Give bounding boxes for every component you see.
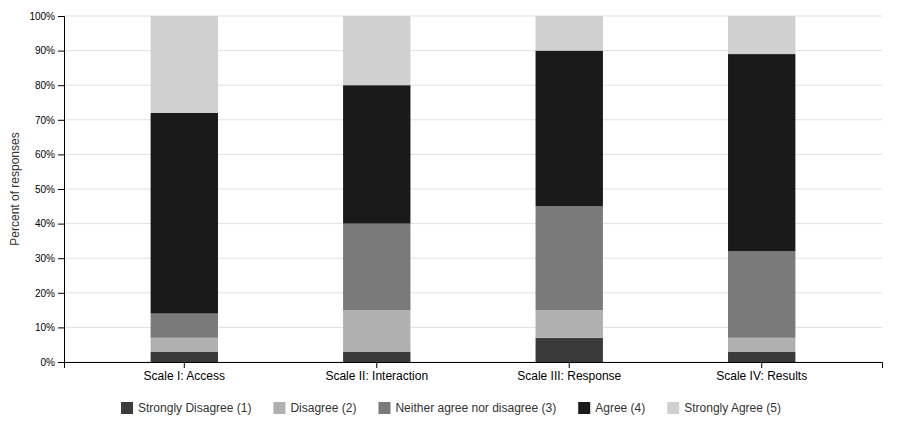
bar	[343, 352, 410, 362]
series	[151, 16, 796, 113]
y-axis-title: Percent of responses	[8, 132, 22, 245]
x-tick-mark	[184, 362, 185, 368]
bar	[151, 314, 218, 338]
bar	[151, 338, 218, 352]
y-axis-line	[58, 17, 65, 363]
y-tick: 50%	[35, 184, 64, 195]
plot: 0% 10% 20% 30% 40% 50% 60% 70% 80% 90% 100% Scale I…	[29, 11, 882, 383]
x-axis: Scale I: Access Scale II: Interaction Scal…	[65, 362, 883, 383]
bar	[536, 16, 603, 51]
series	[151, 310, 796, 352]
y-tick: 0%	[41, 357, 64, 368]
legend-item: Agree (4)	[578, 401, 645, 415]
y-tick-mark	[58, 16, 64, 17]
y-tick-label: 30%	[35, 253, 55, 264]
legend-item: Strongly Disagree (1)	[121, 401, 251, 415]
bar	[728, 16, 795, 54]
y-tick-mark	[58, 120, 64, 121]
bar	[536, 206, 603, 310]
bar	[728, 338, 795, 352]
y-tick-label: 90%	[35, 45, 55, 56]
legend-swatch	[273, 402, 285, 414]
legend-item: Strongly Agree (5)	[667, 401, 781, 415]
x-tick-mark	[569, 362, 570, 368]
legend-swatch	[578, 402, 590, 414]
y-tick-label: 20%	[35, 288, 55, 299]
y-tick-mark	[58, 51, 64, 52]
series	[151, 338, 796, 362]
y-axis: 0% 10% 20% 30% 40% 50% 60% 70% 80% 90% 100%	[29, 11, 64, 368]
y-tick-mark	[58, 85, 64, 86]
x-tick-label: Scale I: Access	[144, 369, 225, 383]
bar	[343, 85, 410, 223]
x-tick: Scale II: Interaction	[325, 362, 428, 383]
bar	[536, 51, 603, 207]
bar	[728, 352, 795, 362]
bar	[151, 16, 218, 113]
y-tick-mark	[58, 327, 64, 328]
y-tick-label: 70%	[35, 115, 55, 126]
x-axis-line	[65, 363, 883, 369]
y-tick: 100%	[29, 11, 64, 22]
bar	[343, 16, 410, 85]
y-tick-label: 100%	[29, 11, 55, 22]
y-tick: 30%	[35, 253, 64, 264]
chart: 0% 10% 20% 30% 40% 50% 60% 70% 80% 90% 100% Scale I…	[0, 0, 902, 426]
bar	[536, 310, 603, 338]
x-tick: Scale I: Access	[144, 362, 225, 383]
legend: Strongly Disagree (1) Disagree (2) Neither…	[121, 401, 781, 415]
x-tick-label: Scale II: Interaction	[325, 369, 428, 383]
bar	[536, 338, 603, 362]
legend-label: Strongly Disagree (1)	[138, 401, 251, 415]
bar	[343, 224, 410, 311]
bar	[343, 310, 410, 352]
x-tick-mark	[761, 362, 762, 368]
bar	[728, 251, 795, 338]
legend-swatch	[121, 402, 133, 414]
y-tick: 40%	[35, 218, 64, 229]
legend-item: Neither agree nor disagree (3)	[378, 401, 556, 415]
legend-item: Disagree (2)	[273, 401, 356, 415]
y-tick-mark	[58, 258, 64, 259]
y-tick: 70%	[35, 115, 64, 126]
y-tick-mark	[58, 224, 64, 225]
x-tick-label: Scale IV: Results	[716, 369, 807, 383]
y-tick-mark	[58, 362, 64, 363]
bar	[728, 54, 795, 251]
legend-label: Neither agree nor disagree (3)	[395, 401, 556, 415]
y-tick-label: 10%	[35, 322, 55, 333]
y-tick-mark	[58, 154, 64, 155]
y-tick-label: 50%	[35, 184, 55, 195]
y-tick-label: 60%	[35, 149, 55, 160]
y-tick-mark	[58, 293, 64, 294]
legend-label: Strongly Agree (5)	[684, 401, 781, 415]
bar	[151, 113, 218, 314]
legend-swatch	[667, 402, 679, 414]
legend-label: Disagree (2)	[290, 401, 356, 415]
legend-swatch	[378, 402, 390, 414]
y-tick-label: 80%	[35, 80, 55, 91]
y-tick-label: 40%	[35, 218, 55, 229]
bar	[151, 352, 218, 362]
y-tick: 60%	[35, 149, 64, 160]
y-tick-mark	[58, 189, 64, 190]
y-tick: 20%	[35, 288, 64, 299]
y-tick: 10%	[35, 322, 64, 333]
x-tick: Scale IV: Results	[716, 362, 807, 383]
x-tick: Scale III: Response	[517, 362, 621, 383]
series	[151, 206, 796, 337]
x-tick-label: Scale III: Response	[517, 369, 621, 383]
series	[151, 51, 796, 314]
x-tick-mark	[376, 362, 377, 368]
grid	[64, 16, 882, 362]
y-tick-label: 0%	[41, 357, 56, 368]
legend-label: Agree (4)	[595, 401, 645, 415]
bars	[151, 16, 796, 362]
y-tick: 90%	[35, 45, 64, 56]
y-tick: 80%	[35, 80, 64, 91]
